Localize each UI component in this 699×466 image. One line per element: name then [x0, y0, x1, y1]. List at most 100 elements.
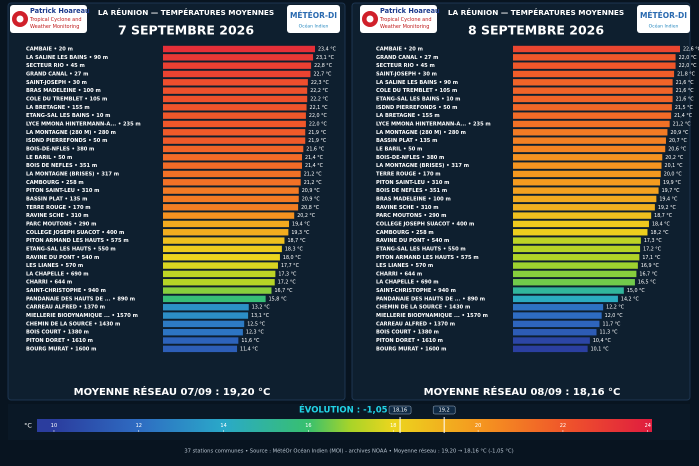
value-label: 17,3 °C [278, 271, 297, 277]
bar [163, 120, 306, 128]
station-label: BASSIN PLAT • 135 m [26, 196, 87, 202]
value-label: 19,3 °C [291, 230, 310, 236]
station-label: PITON DORET • 1610 m [376, 338, 443, 344]
bar [513, 170, 661, 178]
value-label: 17,2 °C [643, 246, 662, 252]
bar [163, 137, 306, 144]
station-label: BOIS DE NEFLES • 351 m [376, 188, 447, 194]
logo-text: Océan Indien [649, 23, 679, 30]
value-label: 11,4 °C [240, 346, 259, 352]
station-label: SAINT-JOSEPH • 30 m [26, 80, 87, 86]
station-label: LA SALINE LES BAINS • 90 m [26, 55, 108, 61]
bar [163, 279, 275, 286]
station-label: LYCE MMONA HINTERMANN-A... • 235 m [376, 121, 491, 127]
bar [513, 62, 676, 69]
station-label: CHARRI • 644 m [26, 280, 72, 286]
tick-label: 14 [220, 423, 226, 429]
bar [513, 212, 652, 219]
station-label: BRAS MADELEINE • 100 m [376, 196, 451, 202]
station-label: LES LIANES • 570 m [26, 263, 83, 269]
value-label: 11,6 °C [241, 338, 260, 344]
station-label: RAVINE DU PONT • 540 m [26, 255, 99, 261]
station-label: CARREAU ALFRED • 1370 m [26, 305, 105, 311]
bar [163, 87, 308, 94]
station-label: TERRE ROUGE • 170 m [26, 205, 91, 211]
chart-subtitle: 8 SEPTEMBRE 2026 [468, 23, 604, 38]
station-label: LE BARIL • 50 m [376, 146, 422, 152]
bar [163, 270, 276, 278]
value-label: 19,9 °C [663, 180, 682, 186]
bar [513, 304, 604, 311]
station-label: BOURG MURAT • 1600 m [26, 346, 96, 352]
station-label: LYCE MMONA HINTERMANN-A... • 235 m [26, 121, 141, 127]
station-label: PITON ARMAND LES HAUTS • 575 m [26, 238, 129, 244]
station-label: PITON ARMAND LES HAUTS • 575 m [376, 255, 479, 261]
value-label: 18,3 °C [285, 246, 304, 252]
bar [513, 145, 666, 153]
bar [163, 229, 289, 236]
value-label: 21,4 °C [305, 163, 324, 169]
value-label: 17,2 °C [278, 280, 297, 286]
station-label: COLE DU TREMBLET • 105 m [26, 96, 107, 102]
chart-title: LA RÉUNION — TEMPÉRATURES MOYENNES [448, 8, 624, 17]
value-label: 22,0 °C [309, 113, 328, 119]
tick-label: 10 [51, 423, 57, 429]
value-label: 11,3 °C [600, 330, 619, 336]
bar [513, 204, 655, 211]
value-label: 20,9 °C [302, 196, 321, 202]
station-label: ETANG-SAL LES BAINS • 10 m [376, 96, 460, 102]
value-label: 19,7 °C [662, 188, 681, 194]
station-label: COLE DU TREMBLET • 105 m [376, 88, 457, 94]
station-label: SAINT-CHRISTOPHE • 940 m [26, 288, 106, 294]
value-label: 22,8 °C [314, 63, 333, 69]
value-label: 21,2 °C [304, 180, 323, 186]
bar [513, 87, 673, 94]
station-label: ETANG-SAL LES HAUTS • 550 m [26, 246, 116, 252]
logo-text: MÉTÉOR-DI [290, 11, 337, 20]
value-label: 15,8 °C [269, 296, 288, 302]
tick-label: 16 [305, 423, 311, 429]
station-label: PITON SAINT-LEU • 310 m [26, 188, 99, 194]
value-label: 12,5 °C [247, 321, 266, 327]
bar [163, 129, 306, 136]
marker-box [432, 405, 456, 415]
bar [163, 104, 307, 111]
bar [163, 45, 315, 53]
value-label: 20,1 °C [665, 163, 684, 169]
station-label: BASSIN PLAT • 135 m [376, 138, 437, 144]
station-label: RAVINE DU PONT • 540 m [376, 238, 449, 244]
value-label: 21,2 °C [673, 121, 692, 127]
value-label: 21,4 °C [305, 155, 324, 161]
bar [513, 137, 666, 144]
logo-text: Tropical Cyclone and [29, 17, 82, 23]
value-label: 19,2 °C [658, 205, 677, 211]
bar [163, 162, 303, 169]
value-label: 20,6 °C [668, 146, 687, 152]
station-label: BOIS COURT • 1380 m [26, 330, 89, 336]
tick-label: 18 [390, 423, 396, 429]
station-label: CHEMIN DE LA SOURCE • 1430 m [26, 321, 120, 327]
value-label: 15,0 °C [627, 288, 646, 294]
bar [513, 162, 662, 169]
value-label: 21,6 °C [676, 80, 695, 86]
value-label: 20,8 °C [301, 205, 320, 211]
station-label: PITON SAINT-LEU • 310 m [376, 180, 449, 186]
value-label: 20,0 °C [664, 171, 683, 177]
bar [163, 70, 311, 78]
colorbar [37, 419, 652, 432]
value-label: 21,2 °C [304, 171, 323, 177]
chart-subtitle: 7 SEPTEMBRE 2026 [118, 23, 254, 38]
bar [513, 45, 680, 53]
bar [513, 195, 657, 203]
value-label: 17,3 °C [644, 238, 663, 244]
logo-text: Weather Monitoring [380, 24, 429, 30]
bar [513, 79, 673, 86]
value-label: 18,7 °C [654, 213, 673, 219]
value-label: 22,6 °C [683, 47, 699, 53]
bar [513, 279, 635, 286]
station-label: SAINT-CHRISTOPHE • 940 m [376, 288, 456, 294]
bar [513, 154, 663, 161]
bar [163, 62, 312, 69]
logo-box [637, 5, 690, 33]
station-label: LA CHAPELLE • 690 m [26, 271, 89, 277]
